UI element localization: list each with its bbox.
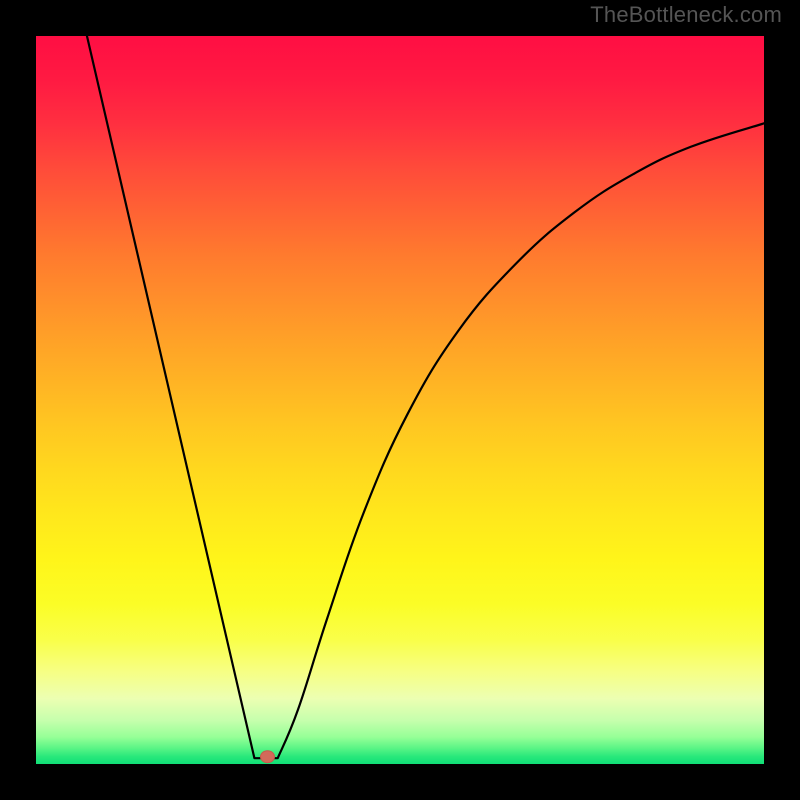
plot-background (36, 36, 764, 764)
optimum-marker (261, 751, 275, 763)
chart-svg (0, 0, 800, 800)
watermark-label: TheBottleneck.com (590, 2, 782, 28)
chart-root: TheBottleneck.com (0, 0, 800, 800)
